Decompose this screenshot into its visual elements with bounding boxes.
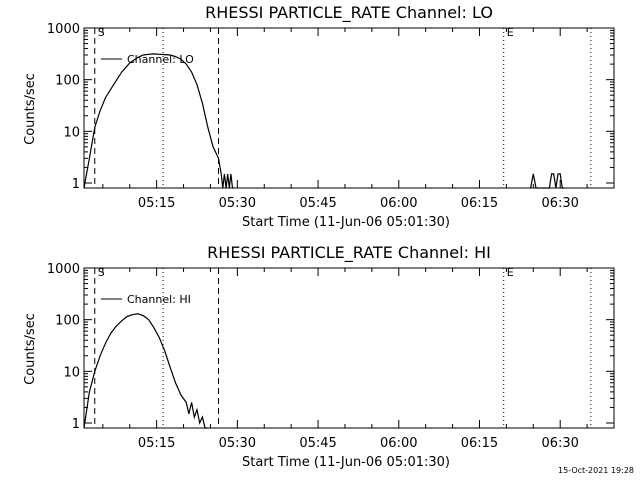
chart-lo-channel: RHESSI PARTICLE_RATE Channel: LO Counts/…: [23, 3, 615, 230]
x-tick-label: 06:15: [461, 436, 498, 451]
x-tick-label: 05:45: [299, 436, 336, 451]
x-tick-label: 05:45: [299, 196, 336, 211]
y-tick-label: 100: [55, 74, 80, 89]
x-axis-label: Start Time (11-Jun-06 05:01:30): [242, 455, 450, 470]
series-line: [530, 173, 565, 189]
y-axis-label: Counts/sec: [23, 73, 38, 145]
y-tick-label: 1: [72, 417, 80, 432]
axes-frame: [83, 27, 615, 189]
x-tick-label: 06:00: [380, 196, 417, 211]
chart-title: RHESSI PARTICLE_RATE Channel: LO: [205, 3, 493, 23]
x-tick-label: 05:30: [219, 436, 256, 451]
x-tick-label: 06:30: [541, 436, 578, 451]
x-tick-label: 05:15: [138, 196, 175, 211]
series-line: [83, 313, 208, 429]
x-tick-label: 05:15: [138, 436, 175, 451]
x-tick-label: 06:15: [461, 196, 498, 211]
plot-area: 1 10 100 1000 05:15 05:30 05:45 06:00 06:15 06:30…: [47, 22, 615, 211]
chart-hi-channel: RHESSI PARTICLE_RATE Channel: HI Counts/…: [23, 243, 615, 470]
y-tick-label: 1: [72, 177, 80, 192]
footer-timestamp: 15-Oct-2021 19:28: [558, 466, 634, 475]
legend-label: Channel: HI: [127, 293, 191, 306]
axes-frame: [83, 267, 615, 429]
marker-label: E: [507, 266, 514, 279]
marker-label: S: [98, 26, 105, 39]
x-tick-label: 06:30: [541, 196, 578, 211]
marker-label: S: [98, 266, 105, 279]
legend-label: Channel: LO: [127, 53, 194, 66]
x-tick-label: 06:00: [380, 436, 417, 451]
marker-label: E: [507, 26, 514, 39]
y-tick-label: 10: [63, 125, 80, 140]
chart-title: RHESSI PARTICLE_RATE Channel: HI: [207, 243, 491, 263]
y-tick-label: 10: [63, 365, 80, 380]
y-tick-label: 1000: [47, 22, 80, 37]
y-axis-label: Counts/sec: [23, 313, 38, 385]
plot-area: 1 10 100 1000 05:15 05:30 05:45 06:00 06:15 06:30…: [47, 262, 615, 451]
x-tick-label: 05:30: [219, 196, 256, 211]
y-tick-label: 1000: [47, 262, 80, 277]
series-line: [83, 53, 235, 189]
y-tick-label: 100: [55, 314, 80, 329]
x-axis-label: Start Time (11-Jun-06 05:01:30): [242, 215, 450, 230]
